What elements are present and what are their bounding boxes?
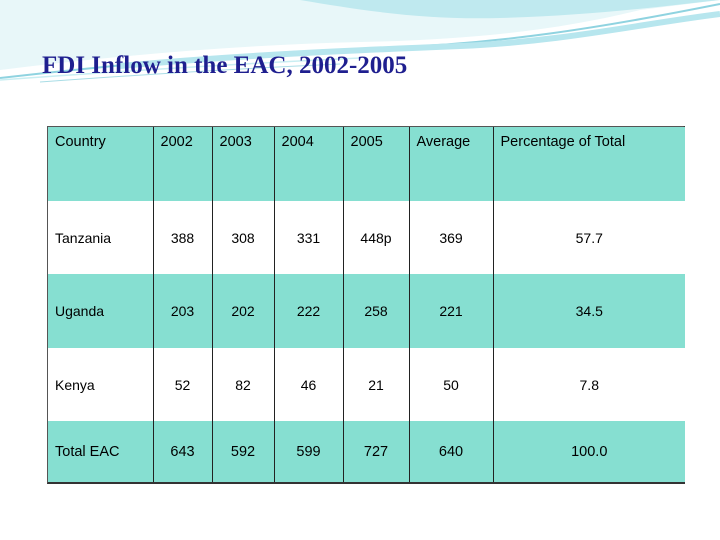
cell-average: 640 xyxy=(409,421,494,482)
cell-2003: 308 xyxy=(212,201,275,274)
cell-2005: 258 xyxy=(343,274,410,348)
slide-title: FDI Inflow in the EAC, 2002-2005 xyxy=(42,52,408,79)
cell-country: Total EAC xyxy=(48,421,154,482)
table-row-total: Total EAC 643 592 599 727 640 100.0 xyxy=(48,421,685,482)
cell-country: Tanzania xyxy=(48,201,154,274)
cell-country: Kenya xyxy=(48,348,154,421)
cell-2002: 643 xyxy=(153,421,213,482)
fdi-table: Country 2002 2003 2004 2005 Average Perc… xyxy=(47,126,685,484)
cell-2004: 331 xyxy=(274,201,344,274)
header-2005: 2005 xyxy=(343,127,410,201)
header-2003: 2003 xyxy=(212,127,275,201)
cell-2004: 222 xyxy=(274,274,344,348)
table-row: Tanzania 388 308 331 448p 369 57.7 xyxy=(48,201,685,274)
cell-2003: 82 xyxy=(212,348,275,421)
cell-percentage: 57.7 xyxy=(493,201,685,274)
cell-2005: 21 xyxy=(343,348,410,421)
header-2004: 2004 xyxy=(274,127,344,201)
table-row: Kenya 52 82 46 21 50 7.8 xyxy=(48,348,685,421)
table-row: Uganda 203 202 222 258 221 34.5 xyxy=(48,274,685,348)
cell-percentage: 7.8 xyxy=(493,348,685,421)
cell-2004: 599 xyxy=(274,421,344,482)
cell-2004: 46 xyxy=(274,348,344,421)
cell-2003: 202 xyxy=(212,274,275,348)
cell-percentage: 34.5 xyxy=(493,274,685,348)
cell-percentage: 100.0 xyxy=(493,421,685,482)
cell-average: 221 xyxy=(409,274,494,348)
cell-2005: 727 xyxy=(343,421,410,482)
header-average: Average xyxy=(409,127,494,201)
cell-2002: 388 xyxy=(153,201,213,274)
cell-country: Uganda xyxy=(48,274,154,348)
cell-2005: 448p xyxy=(343,201,410,274)
cell-2002: 203 xyxy=(153,274,213,348)
cell-2003: 592 xyxy=(212,421,275,482)
decorative-wave-header xyxy=(0,0,720,83)
cell-average: 369 xyxy=(409,201,494,274)
table-header-row: Country 2002 2003 2004 2005 Average Perc… xyxy=(48,127,685,201)
header-percentage: Percentage of Total xyxy=(493,127,685,201)
header-country: Country xyxy=(48,127,154,201)
cell-average: 50 xyxy=(409,348,494,421)
header-2002: 2002 xyxy=(153,127,213,201)
cell-2002: 52 xyxy=(153,348,213,421)
